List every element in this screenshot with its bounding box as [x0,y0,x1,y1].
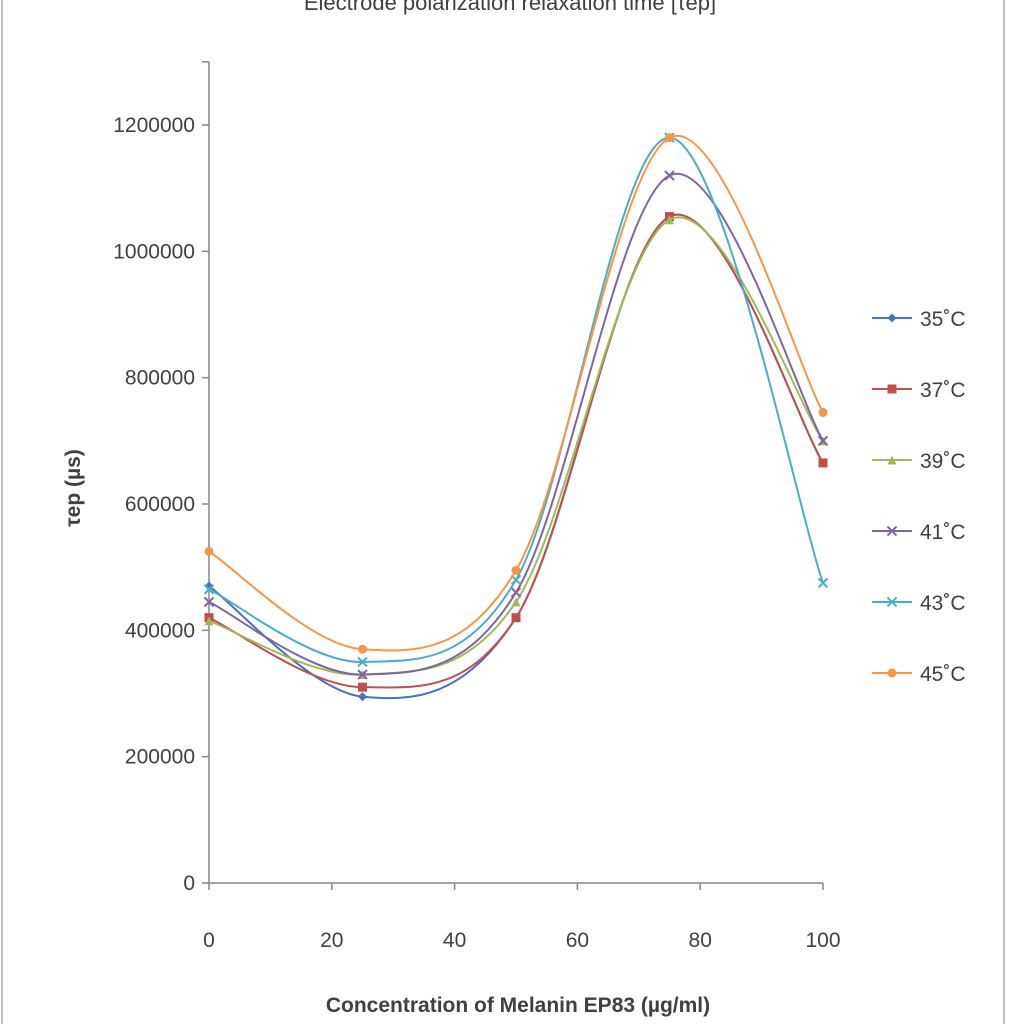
data-point [358,644,367,654]
series-0 [204,212,828,702]
series-line [208,136,824,663]
data-point [357,656,368,668]
x-tick-label: 0 [203,929,215,952]
data-point-stroke [510,574,522,586]
y-tick-label: 600000 [125,493,195,516]
data-point [511,613,521,623]
series-2 [204,215,828,680]
data-point-stroke [510,587,522,598]
data-point-stroke [203,584,215,595]
x-axis: 0 20 40 60 80 100 [203,882,841,952]
data-point [664,170,675,181]
data-point [358,682,367,692]
legend-marker [887,313,897,323]
legend-item: 41˚C [872,521,966,544]
x-axis-title: Concentration of Melanin EP83 (µg/ml) [326,994,710,1017]
y-axis-title: τep (µs) [62,449,85,526]
legend-marker [886,525,898,537]
data-point-stroke [817,435,829,447]
data-point [358,692,367,702]
legend-label: 37˚C [920,379,966,402]
data-point [510,587,522,598]
legend-marker [887,384,897,394]
legend-marker-stroke [886,596,898,608]
data-point [818,407,828,417]
y-tick-label: 0 [183,872,195,895]
data-point [665,133,674,143]
legend-marker [887,455,897,465]
legend-label: 45˚C [920,663,966,686]
legend-label: 35˚C [920,308,966,331]
y-tick-label: 400000 [125,619,195,642]
x-tick-label: 60 [566,929,589,952]
legend-marker [886,596,898,608]
data-point-stroke [203,596,215,608]
x-tick-label: 80 [689,929,712,952]
data-point [817,577,829,589]
series-line [208,172,824,676]
series-line [208,213,824,689]
data-point [203,596,215,608]
legend-label: 39˚C [920,450,966,473]
data-point [511,597,521,607]
series-4 [203,132,829,668]
y-axis: 0 200000 400000 600000 800000 1000000 1200000 [113,61,210,895]
x-tick-label: 20 [320,929,343,952]
series-3 [203,170,829,680]
series-5 [204,133,828,654]
y-tick-label: 1200000 [113,114,195,137]
x-tick-label: 40 [443,929,466,952]
data-point-stroke [357,656,368,668]
y-tick-label: 800000 [125,367,195,390]
series-line [208,213,824,700]
chart-title: Electrode polarization relaxation time [… [304,0,716,15]
series-1 [204,212,828,692]
data-point [204,546,214,556]
data-point [817,435,829,447]
legend: 35˚C 37˚C 39˚C 41˚C 43˚C 45˚C [872,308,966,686]
legend-item: 35˚C [872,308,966,331]
legend-label: 43˚C [920,592,966,615]
data-point [357,669,368,680]
legend-marker-stroke [886,525,898,537]
data-point-stroke [664,170,675,181]
data-point [203,584,215,595]
y-tick-label: 200000 [125,746,195,769]
series-layer [203,132,829,702]
legend-marker [887,668,897,678]
data-point [511,565,521,575]
data-point [204,616,214,626]
data-point [818,458,828,468]
legend-item: 45˚C [872,663,966,686]
legend-item: 43˚C [872,592,966,615]
y-tick-label: 1000000 [113,240,195,263]
legend-label: 41˚C [920,521,966,544]
legend-item: 37˚C [872,379,966,402]
data-point-stroke [817,577,829,589]
data-point-stroke [357,669,368,680]
series-line [208,134,824,652]
x-tick-label: 100 [805,929,840,952]
legend-item: 39˚C [872,450,966,473]
data-point [665,215,674,225]
